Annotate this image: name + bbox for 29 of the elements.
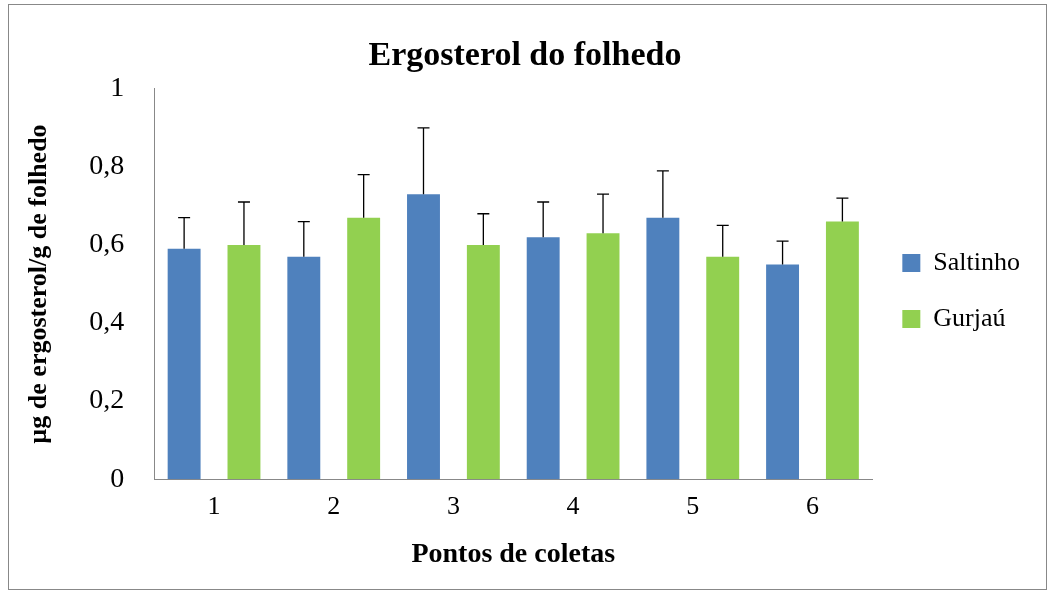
y-tick-label: 0,6 bbox=[89, 227, 125, 259]
y-tick-label: 1 bbox=[110, 71, 125, 103]
bar bbox=[466, 244, 500, 480]
y-axis-title: µg de ergosterol/g de folhedo bbox=[23, 124, 53, 444]
y-tick-label: 0 bbox=[110, 461, 125, 493]
x-tick-label: 1 bbox=[207, 490, 221, 520]
legend-label: Gurjaú bbox=[933, 302, 1006, 332]
x-tick-label: 2 bbox=[327, 490, 341, 520]
bar bbox=[706, 256, 740, 480]
bar bbox=[227, 244, 261, 480]
x-tick-label: 5 bbox=[686, 490, 700, 520]
bar bbox=[347, 217, 381, 480]
x-tick-label: 4 bbox=[566, 490, 580, 520]
y-tick-label: 0,4 bbox=[89, 305, 125, 337]
bar bbox=[586, 233, 620, 480]
bar bbox=[526, 237, 560, 480]
bar bbox=[407, 194, 440, 480]
x-tick-label: 3 bbox=[446, 490, 460, 520]
y-tick-label: 0,2 bbox=[89, 383, 125, 415]
x-axis-title: Pontos de coletas bbox=[411, 537, 616, 569]
bar bbox=[167, 248, 201, 480]
bar bbox=[287, 256, 321, 480]
y-tick-label: 0,8 bbox=[89, 149, 125, 181]
chart-title: Ergosterol do folhedo bbox=[368, 35, 682, 73]
legend-label: Saltinho bbox=[933, 246, 1020, 276]
x-tick-label: 6 bbox=[805, 490, 819, 520]
bar bbox=[646, 217, 680, 480]
bar bbox=[766, 264, 800, 480]
bar bbox=[825, 221, 859, 480]
